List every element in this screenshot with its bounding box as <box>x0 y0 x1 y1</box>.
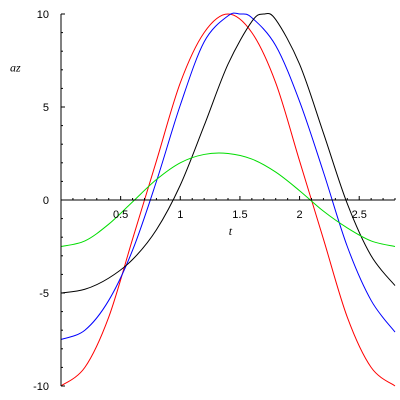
series-line-4 <box>60 152 396 247</box>
x-axis-label: t <box>229 224 233 238</box>
x-tick-label: 0.5 <box>113 209 128 221</box>
series-line-2 <box>60 12 396 340</box>
y-tick-label: 5 <box>43 102 49 114</box>
series-line-1 <box>60 13 396 387</box>
x-tick-label: 2.5 <box>352 209 367 221</box>
x-tick-label: 1 <box>177 209 183 221</box>
y-axis-label: az <box>10 61 21 75</box>
series-lines <box>60 12 396 387</box>
series-line-3 <box>60 12 396 294</box>
y-tick-label: -10 <box>33 381 49 393</box>
y-tick-label: 10 <box>37 9 49 21</box>
y-tick-label: -5 <box>39 288 49 300</box>
y-tick-label: 0 <box>43 195 49 207</box>
axis-ticks: 0.5 1 1.5 2 2.5 -10 -5 0 5 10 <box>33 9 396 393</box>
x-tick-label: 2 <box>297 209 303 221</box>
x-tick-label: 1.5 <box>232 209 247 221</box>
